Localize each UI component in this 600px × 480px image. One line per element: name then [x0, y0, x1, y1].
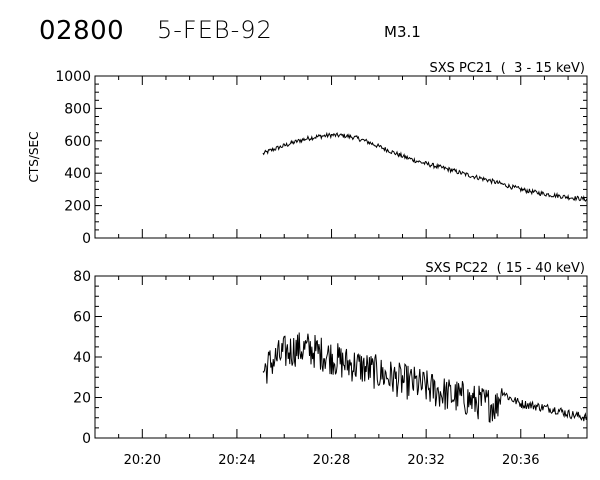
y-tick-label: 0 [82, 231, 91, 247]
series-line-1 [262, 131, 588, 202]
event-date: 5-FEB-92 [157, 16, 273, 44]
y-tick-label: 20 [73, 391, 91, 407]
x-tick-label: 20:20 [124, 453, 161, 468]
plot-frame-1 [94, 75, 588, 239]
series-line-2 [262, 332, 588, 423]
y-tick-label: 200 [64, 199, 91, 215]
x-tick-label: 20:36 [502, 453, 539, 468]
panel-title-2: SXS PC22 ( 15 - 40 keV) [425, 261, 585, 276]
x-tick-label: 20:28 [313, 453, 350, 468]
event-id: 02800 [39, 16, 125, 46]
y-tick-label: 60 [73, 310, 91, 326]
y-tick-label: 80 [73, 269, 91, 285]
y-tick-label: 0 [82, 431, 91, 447]
y-tick-label: 1000 [55, 69, 91, 85]
y-tick-label: 400 [64, 166, 91, 182]
y-tick-label: 800 [64, 101, 91, 117]
y-tick-label: 40 [73, 350, 91, 366]
y-axis-label: CTS/SEC [27, 132, 41, 183]
flare-class: M3.1 [384, 23, 421, 41]
x-tick-label: 20:24 [218, 453, 255, 468]
panel-title-1: SXS PC21 ( 3 - 15 keV) [429, 61, 585, 76]
x-tick-label: 20:32 [407, 453, 444, 468]
y-tick-label: 600 [64, 134, 91, 150]
